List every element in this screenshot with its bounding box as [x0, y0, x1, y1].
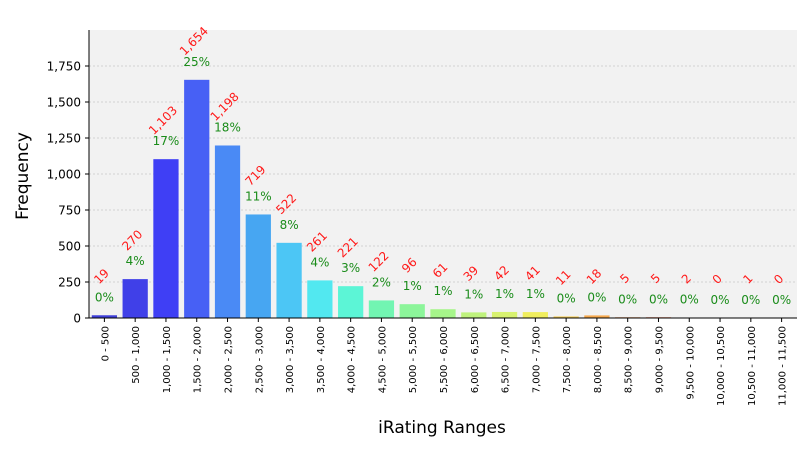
x-tick-label: 500 - 1,000	[131, 326, 142, 384]
percent-label: 1%	[526, 287, 545, 301]
x-tick-label: 1,000 - 1,500	[162, 326, 173, 393]
y-tick-label: 1,750	[47, 60, 81, 74]
x-axis-label: iRating Ranges	[378, 418, 506, 438]
bar	[400, 304, 425, 318]
percent-label: 4%	[310, 255, 329, 269]
x-tick-label: 6,500 - 7,000	[501, 326, 512, 393]
percent-label: 1%	[433, 284, 452, 298]
percent-label: 0%	[649, 292, 668, 306]
y-tick-label: 750	[58, 204, 81, 218]
x-tick-label: 2,500 - 3,000	[254, 326, 265, 393]
x-tick-label: 5,500 - 6,000	[439, 326, 450, 393]
y-tick-label: 500	[58, 240, 81, 254]
bar	[307, 280, 332, 318]
bar	[246, 214, 271, 318]
percent-label: 0%	[557, 291, 576, 305]
percent-label: 4%	[126, 254, 145, 268]
y-axis-label: Frequency	[13, 132, 33, 220]
percent-label: 0%	[95, 290, 114, 304]
y-tick-label: 1,500	[47, 96, 81, 110]
percent-label: 0%	[711, 293, 730, 307]
x-tick-label: 10,000 - 10,500	[716, 326, 727, 406]
x-tick-label: 2,000 - 2,500	[224, 326, 235, 393]
x-tick-label: 9,000 - 9,500	[654, 326, 665, 393]
x-tick-label: 4,000 - 4,500	[347, 326, 358, 393]
x-tick-label: 7,000 - 7,500	[531, 326, 542, 393]
bar	[461, 312, 486, 318]
x-tick-label: 8,000 - 8,500	[593, 326, 604, 393]
percent-label: 1%	[464, 287, 483, 301]
bar	[523, 312, 548, 318]
percent-label: 1%	[495, 287, 514, 301]
percent-label: 2%	[372, 275, 391, 289]
bar	[184, 80, 209, 318]
x-tick-label: 1,500 - 2,000	[193, 326, 204, 393]
x-tick-label: 3,000 - 3,500	[285, 326, 296, 393]
percent-label: 8%	[280, 218, 299, 232]
y-tick-label: 0	[73, 312, 81, 326]
x-tick-label: 10,500 - 11,000	[747, 326, 758, 406]
x-tick-label: 5,000 - 5,500	[408, 326, 419, 393]
bar	[276, 243, 301, 318]
y-tick-label: 1,250	[47, 132, 81, 146]
x-tick-label: 9,500 - 10,000	[685, 326, 696, 400]
x-tick-label: 4,500 - 5,000	[377, 326, 388, 393]
bar	[123, 279, 148, 318]
x-tick-label: 8,500 - 9,000	[624, 326, 635, 393]
bar	[492, 312, 517, 318]
percent-label: 1%	[403, 279, 422, 293]
bar	[338, 286, 363, 318]
x-tick-label: 0 - 500	[100, 326, 111, 361]
percent-label: 0%	[587, 290, 606, 304]
percent-label: 0%	[772, 293, 791, 307]
bar	[153, 159, 178, 318]
percent-label: 11%	[245, 189, 272, 203]
bar	[369, 300, 394, 318]
y-tick-label: 1,000	[47, 168, 81, 182]
percent-label: 3%	[341, 261, 360, 275]
percent-label: 0%	[618, 292, 637, 306]
x-tick-label: 3,500 - 4,000	[316, 326, 327, 393]
percent-label: 0%	[680, 293, 699, 307]
percent-label: 0%	[741, 293, 760, 307]
bar	[430, 309, 455, 318]
y-tick-label: 250	[58, 276, 81, 290]
x-tick-label: 11,000 - 11,500	[778, 326, 789, 406]
x-tick-label: 6,000 - 6,500	[470, 326, 481, 393]
bar	[215, 145, 240, 318]
x-tick-label: 7,500 - 8,000	[562, 326, 573, 393]
